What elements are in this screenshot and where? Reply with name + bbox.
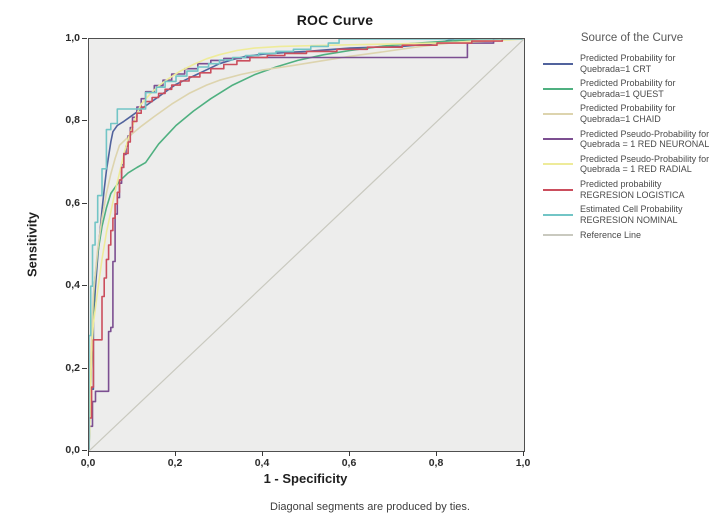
legend-label: Predicted Pseudo-Probability for Quebrad… bbox=[580, 153, 710, 175]
y-tick-label: 0,0 bbox=[65, 444, 80, 456]
x-tick-mark bbox=[175, 451, 176, 456]
legend-items: Predicted Probability for Quebrada=1 CRT… bbox=[543, 53, 721, 240]
legend-swatch-crt bbox=[543, 62, 573, 65]
x-tick-mark bbox=[262, 451, 263, 456]
curve-quest bbox=[89, 39, 524, 451]
plot-area bbox=[88, 38, 525, 452]
legend-label: Predicted probability REGRESION LOGISTIC… bbox=[580, 179, 685, 200]
y-tick-mark bbox=[82, 38, 87, 39]
legend: Source of the Curve Predicted Probabilit… bbox=[543, 32, 721, 244]
legend-label: Predicted Probability for Quebrada=1 CRT bbox=[580, 53, 676, 74]
legend-item-crt: Predicted Probability for Quebrada=1 CRT bbox=[543, 53, 721, 74]
legend-swatch-red-radial bbox=[543, 163, 573, 166]
y-tick-mark bbox=[82, 120, 87, 122]
x-tick-mark bbox=[349, 451, 350, 456]
x-tick-label: 0,4 bbox=[254, 457, 270, 469]
legend-label: Estimated Cell Probability REGRESION NOM… bbox=[580, 204, 683, 225]
chart-footnote: Diagonal segments are produced by ties. bbox=[270, 501, 470, 513]
roc-curves-svg bbox=[89, 39, 524, 451]
y-tick-label: 1,0 bbox=[65, 32, 80, 44]
y-tick-mark bbox=[82, 450, 87, 451]
x-tick-mark bbox=[436, 451, 437, 456]
legend-swatch-quest bbox=[543, 87, 573, 90]
x-axis-label: 1 - Specificity bbox=[263, 471, 348, 486]
legend-item-regresion-nominal: Estimated Cell Probability REGRESION NOM… bbox=[543, 204, 721, 225]
y-tick-mark bbox=[82, 285, 87, 287]
legend-swatch-regresion-logistica bbox=[543, 188, 573, 191]
x-tick-label: 0,6 bbox=[341, 457, 357, 469]
legend-item-red-radial: Predicted Pseudo-Probability for Quebrad… bbox=[543, 154, 721, 175]
legend-item-chaid: Predicted Probability for Quebrada=1 CHA… bbox=[543, 103, 721, 124]
legend-label: Predicted Probability for Quebrada=1 CHA… bbox=[580, 103, 676, 125]
x-tick-label: 0,2 bbox=[167, 457, 183, 469]
legend-swatch-chaid bbox=[543, 113, 573, 116]
y-tick-label: 0,2 bbox=[65, 361, 80, 374]
curve-red-radial bbox=[89, 39, 524, 451]
x-tick-label: 0,0 bbox=[80, 457, 96, 469]
legend-swatch-regresion-nominal bbox=[543, 213, 573, 216]
curve-regresion-nominal bbox=[89, 39, 524, 451]
y-axis-label: Sensitivity bbox=[24, 211, 40, 278]
legend-label: Reference Line bbox=[580, 229, 642, 240]
curve-reference-line bbox=[89, 39, 524, 451]
legend-swatch-red-neuronal bbox=[543, 138, 573, 141]
x-tick-label: 1,0 bbox=[515, 457, 531, 469]
y-tick-label: 0,6 bbox=[65, 196, 80, 209]
legend-item-red-neuronal: Predicted Pseudo-Probability for Quebrad… bbox=[543, 129, 721, 150]
curve-chaid bbox=[89, 39, 524, 451]
legend-label: Predicted Probability for Quebrada=1 QUE… bbox=[580, 78, 676, 99]
chart-title: ROC Curve bbox=[296, 12, 374, 28]
legend-swatch-reference-line bbox=[543, 233, 573, 236]
x-tick-mark bbox=[88, 451, 89, 456]
legend-item-regresion-logistica: Predicted probability REGRESION LOGISTIC… bbox=[543, 179, 721, 200]
legend-item-reference-line: Reference Line bbox=[543, 230, 721, 241]
x-tick-label: 0,8 bbox=[428, 457, 444, 469]
x-tick-mark bbox=[523, 451, 524, 456]
legend-label: Predicted Pseudo-Probability for Quebrad… bbox=[580, 128, 710, 150]
y-tick-label: 0,4 bbox=[65, 279, 80, 292]
legend-item-quest: Predicted Probability for Quebrada=1 QUE… bbox=[543, 78, 721, 99]
y-tick-label: 0,8 bbox=[65, 114, 80, 127]
y-tick-mark bbox=[82, 367, 87, 369]
y-tick-mark bbox=[82, 202, 87, 204]
legend-title: Source of the Curve bbox=[580, 32, 684, 44]
